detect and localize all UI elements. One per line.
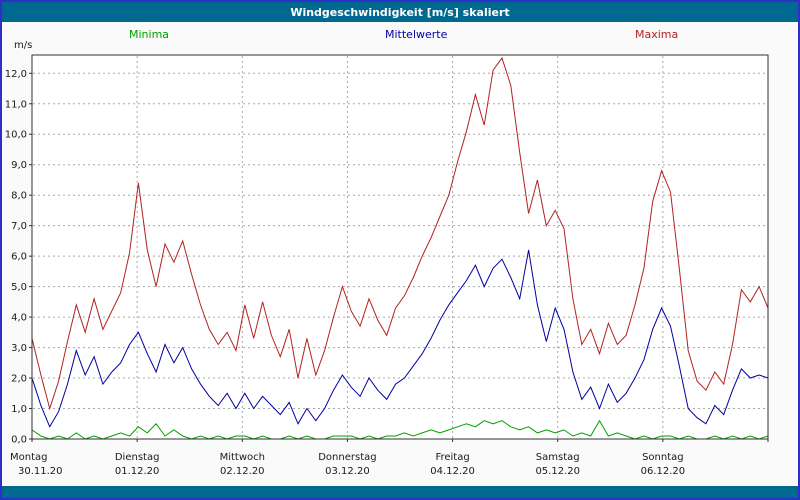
svg-text:06.12.20: 06.12.20 [641,466,686,477]
svg-text:Dienstag: Dienstag [115,452,160,463]
svg-text:01.12.20: 01.12.20 [115,466,160,477]
svg-text:05.12.20: 05.12.20 [535,466,580,477]
svg-text:3,0: 3,0 [11,343,27,354]
svg-text:Sonntag: Sonntag [642,452,684,463]
svg-text:7,0: 7,0 [11,221,27,232]
legend-item-mittelwerte: Mittelwerte [385,28,448,41]
svg-text:9,0: 9,0 [11,160,27,171]
svg-text:4,0: 4,0 [11,313,27,324]
svg-text:12,0: 12,0 [5,69,27,80]
bottom-bar [2,486,798,498]
legend-item-maxima: Maxima [635,28,679,41]
svg-text:5,0: 5,0 [11,282,27,293]
svg-text:0,0: 0,0 [11,435,27,446]
svg-text:8,0: 8,0 [11,191,27,202]
svg-text:04.12.20: 04.12.20 [430,466,475,477]
svg-text:Freitag: Freitag [435,452,469,463]
svg-text:02.12.20: 02.12.20 [220,466,265,477]
svg-text:6,0: 6,0 [11,252,27,263]
svg-text:11,0: 11,0 [5,99,27,110]
window-title: Windgeschwindigkeit [m/s] skaliert [290,5,510,19]
svg-text:Samstag: Samstag [536,452,580,463]
y-axis-unit-label: m/s [14,40,33,51]
svg-text:2,0: 2,0 [11,374,27,385]
svg-text:1,0: 1,0 [11,404,27,415]
svg-text:Donnerstag: Donnerstag [318,452,376,463]
legend-item-minima: Minima [129,28,170,41]
svg-text:03.12.20: 03.12.20 [325,466,370,477]
svg-text:Montag: Montag [10,452,47,463]
svg-text:30.11.20: 30.11.20 [18,466,63,477]
title-bar: Windgeschwindigkeit [m/s] skaliert [2,2,798,22]
svg-text:Mittwoch: Mittwoch [220,452,265,463]
svg-text:10,0: 10,0 [5,130,27,141]
